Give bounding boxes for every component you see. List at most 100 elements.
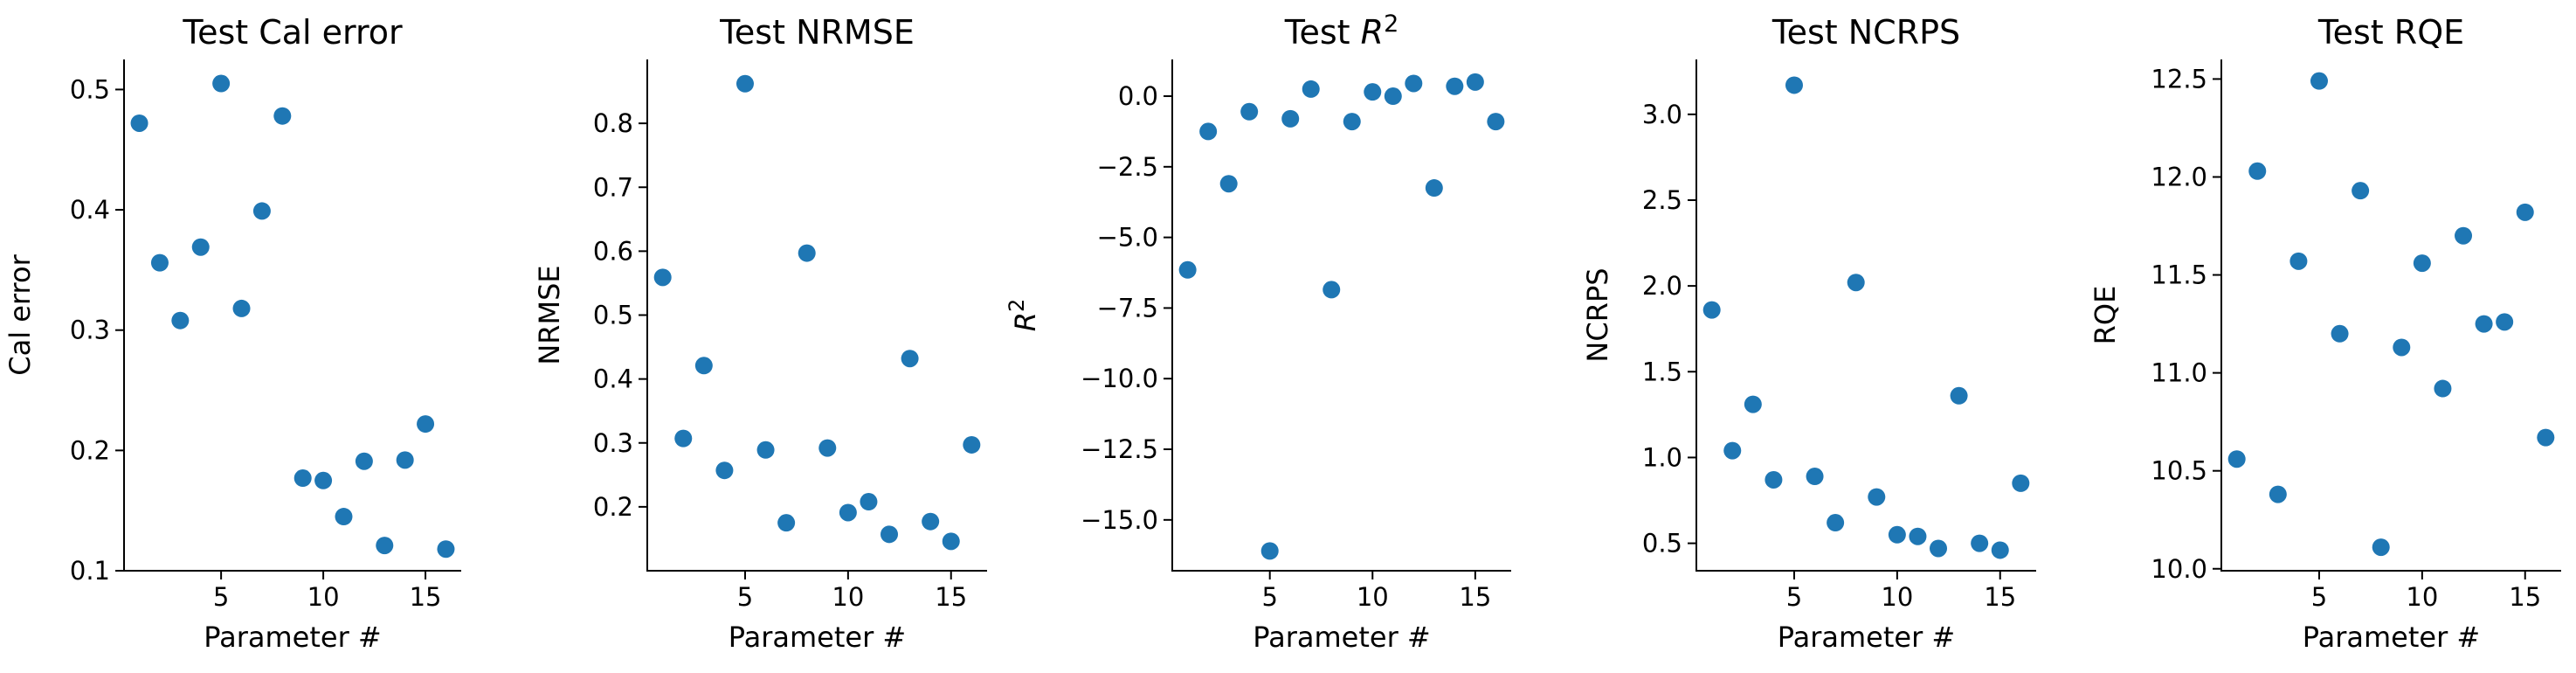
data-point bbox=[335, 508, 353, 526]
data-point bbox=[839, 503, 857, 522]
axes-spines bbox=[2220, 59, 2561, 572]
x-tick-label: 10 bbox=[832, 582, 864, 612]
chart-title: Test RQE bbox=[2317, 13, 2464, 52]
y-tick-label: 1.0 bbox=[1642, 442, 1682, 472]
y-tick-label: 3.0 bbox=[1642, 100, 1682, 129]
y-tick-label: −5.0 bbox=[1097, 223, 1158, 253]
data-point bbox=[2393, 338, 2411, 357]
data-point bbox=[130, 114, 148, 132]
y-tick-label: −2.5 bbox=[1097, 152, 1158, 182]
y-tick-label: 0.0 bbox=[1118, 81, 1158, 111]
data-point bbox=[1723, 441, 1742, 460]
y-tick-label: 0.3 bbox=[593, 428, 633, 458]
data-point bbox=[2434, 379, 2452, 398]
y-tick-label: 10.0 bbox=[2151, 554, 2207, 584]
data-point bbox=[212, 74, 231, 93]
x-tick-label: 15 bbox=[410, 582, 442, 612]
y-tick-label: −15.0 bbox=[1081, 505, 1158, 535]
data-point bbox=[2413, 254, 2431, 273]
y-tick-label: 12.0 bbox=[2151, 162, 2207, 191]
subplot-1: Test Cal error 5 10 15 0.1 0.2 0.3 0.4 0.5 Parame… bbox=[3, 13, 461, 654]
data-point bbox=[273, 107, 292, 125]
y-tick-label: −12.5 bbox=[1081, 434, 1158, 464]
data-point bbox=[1178, 260, 1197, 279]
data-point bbox=[171, 311, 190, 330]
x-tick-label: 15 bbox=[935, 582, 967, 612]
y-tick-label: −7.5 bbox=[1097, 293, 1158, 323]
y-tick-label: 2.5 bbox=[1642, 185, 1682, 215]
data-point bbox=[756, 441, 775, 459]
data-point bbox=[1343, 113, 1361, 131]
data-point bbox=[1868, 488, 1886, 506]
data-point bbox=[1785, 76, 1803, 94]
x-tick-label: 10 bbox=[1881, 582, 1913, 612]
data-point bbox=[1847, 274, 1865, 292]
y-tick-label: 2.0 bbox=[1642, 271, 1682, 301]
y-tick-label: −10.0 bbox=[1081, 364, 1158, 393]
data-point bbox=[2012, 474, 2030, 492]
y-axis-label: RQE bbox=[2089, 286, 2122, 345]
data-point bbox=[2372, 538, 2390, 557]
data-point bbox=[232, 299, 251, 317]
data-point bbox=[901, 350, 919, 368]
x-tick-label: 5 bbox=[213, 582, 229, 612]
y-tick-label: 11.5 bbox=[2151, 260, 2207, 290]
data-point bbox=[191, 238, 210, 256]
data-point bbox=[2455, 226, 2473, 245]
y-axis-label: R2 bbox=[1005, 299, 1042, 332]
data-point bbox=[1446, 77, 1464, 95]
data-point bbox=[2227, 450, 2246, 468]
y-tick-label: 0.5 bbox=[1642, 529, 1682, 559]
subplot-4: Test NCRPS 5 10 15 0.5 1.0 1.5 2.0 2.5 3.0 Paramet… bbox=[1581, 13, 2036, 654]
data-point bbox=[715, 461, 734, 480]
data-point bbox=[314, 471, 333, 489]
data-point bbox=[1827, 514, 1845, 532]
data-point bbox=[252, 202, 271, 220]
data-point bbox=[1702, 301, 1721, 319]
y-axis-label: NRMSE bbox=[533, 265, 566, 364]
data-point bbox=[922, 512, 940, 531]
data-point bbox=[1405, 74, 1423, 93]
data-point bbox=[798, 244, 816, 262]
axes-spines bbox=[1695, 59, 2036, 572]
data-point bbox=[1744, 395, 1762, 413]
data-point bbox=[942, 532, 960, 551]
data-point bbox=[881, 525, 899, 544]
data-point bbox=[1219, 175, 1238, 193]
y-tick-label: 0.7 bbox=[593, 172, 633, 202]
data-point bbox=[294, 469, 312, 488]
data-point bbox=[2269, 485, 2287, 503]
data-point bbox=[417, 415, 435, 434]
axes-spines bbox=[646, 59, 987, 572]
data-point bbox=[1199, 122, 1218, 141]
data-point bbox=[653, 268, 672, 287]
data-point bbox=[2331, 324, 2349, 343]
data-point bbox=[437, 540, 455, 559]
x-axis-label: Parameter # bbox=[1778, 621, 1955, 654]
x-axis-label: Parameter # bbox=[2303, 621, 2480, 654]
y-tick-label: 0.5 bbox=[70, 74, 110, 104]
y-tick-label: 10.5 bbox=[2151, 456, 2207, 486]
data-point bbox=[1909, 527, 1927, 545]
x-tick-label: 5 bbox=[737, 582, 753, 612]
y-tick-label: 0.2 bbox=[70, 435, 110, 465]
y-tick-label: 0.3 bbox=[70, 316, 110, 345]
data-point bbox=[1806, 468, 1824, 486]
x-tick-label: 10 bbox=[1357, 582, 1389, 612]
x-tick-label: 5 bbox=[1261, 582, 1277, 612]
y-tick-label: 12.5 bbox=[2151, 64, 2207, 94]
data-point bbox=[1260, 542, 1279, 560]
data-point bbox=[736, 74, 754, 93]
subplot-3: Test R2 5 10 15 0.0 −2.5 −5.0 −7.5 −10.0 −12.5 −15… bbox=[1005, 10, 1511, 654]
chart-title: Test R2 bbox=[1284, 10, 1399, 52]
data-point bbox=[1425, 179, 1443, 198]
x-tick-label: 5 bbox=[2311, 582, 2327, 612]
subplot-2: Test NRMSE 5 10 15 0.2 0.3 0.4 0.5 0.6 0.7 0.8 Para… bbox=[533, 13, 987, 654]
data-point bbox=[1364, 83, 1382, 101]
y-tick-label: 0.2 bbox=[593, 492, 633, 522]
data-point bbox=[1765, 470, 1783, 489]
data-point bbox=[2537, 428, 2555, 447]
x-tick-label: 5 bbox=[1786, 582, 1802, 612]
data-point bbox=[1323, 281, 1341, 299]
data-point bbox=[860, 493, 878, 511]
